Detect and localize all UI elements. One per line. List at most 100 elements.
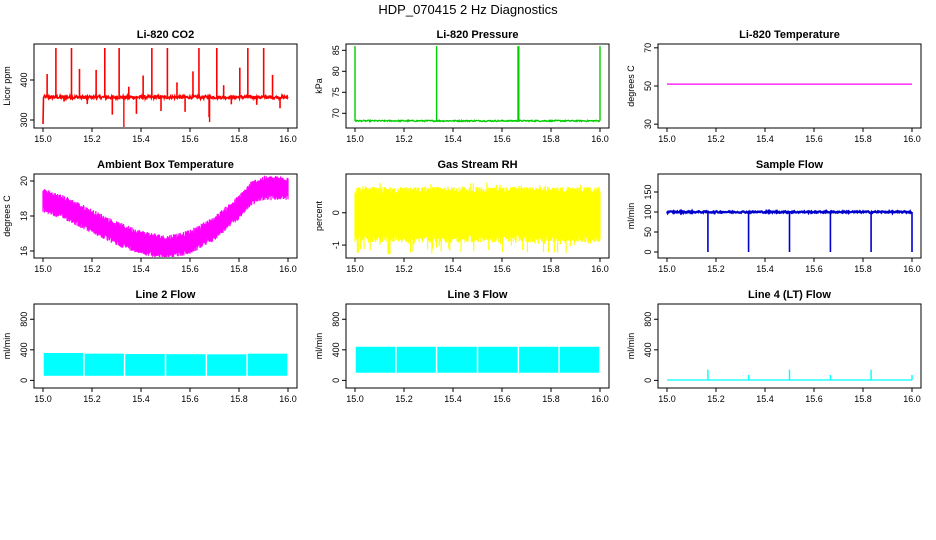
x-tick-label: 15.8 <box>542 264 560 274</box>
line-3-flow-title: Line 3 Flow <box>448 289 508 301</box>
line2-flow-block <box>125 354 165 376</box>
x-tick-label: 15.0 <box>346 134 364 144</box>
y-tick-label: 50 <box>643 227 653 237</box>
x-tick-label: 15.4 <box>756 264 774 274</box>
y-tick-label: 75 <box>331 87 341 97</box>
x-tick-label: 15.4 <box>444 394 462 404</box>
x-tick-label: 15.8 <box>542 394 560 404</box>
x-tick-label: 15.0 <box>34 134 52 144</box>
x-tick-label: 16.0 <box>903 264 921 274</box>
line-4-lt-flow-series <box>667 369 913 381</box>
line3-flow-block <box>559 346 600 373</box>
x-tick-label: 15.4 <box>756 134 774 144</box>
line3-flow-block <box>355 346 396 373</box>
li-820-co2-series <box>42 48 289 127</box>
li-820-pressure-title: Li-820 Pressure <box>437 29 519 41</box>
figure-title: HDP_070415 2 Hz Diagnostics <box>378 2 558 17</box>
line-2-flow-title: Line 2 Flow <box>136 289 196 301</box>
pressure-line <box>354 118 601 124</box>
line-2-flow-frame <box>33 303 298 389</box>
x-tick-label: 15.6 <box>805 394 823 404</box>
ambient-box-temperature-series <box>42 175 289 257</box>
li-820-co2-title: Li-820 CO2 <box>137 29 194 41</box>
line-3-flow-series <box>355 346 600 373</box>
x-tick-label: 16.0 <box>591 264 609 274</box>
li-820-pressure-series <box>354 46 601 124</box>
x-tick-label: 15.0 <box>658 134 676 144</box>
ambient-box-temperature-ylabel: degrees C <box>2 195 12 237</box>
line2-flow-block <box>166 354 206 376</box>
y-tick-label: 150 <box>643 184 653 199</box>
panel-5: Gas Stream RH percent 15.0 15.2 15.4 15.6 15.8… <box>314 159 610 274</box>
line-4-lt-flow-frame <box>657 303 922 389</box>
y-tick-label: 20 <box>19 176 29 186</box>
x-tick-label: 15.2 <box>707 134 725 144</box>
sample-flow-ylabel: ml/min <box>626 203 636 230</box>
x-tick-label: 15.0 <box>658 394 676 404</box>
x-tick-label: 15.4 <box>132 264 150 274</box>
x-tick-label: 16.0 <box>279 264 297 274</box>
x-tick-label: 15.2 <box>83 264 101 274</box>
line-2-flow-series <box>43 352 288 376</box>
line-2-flow-ylabel: ml/min <box>2 333 12 360</box>
li-820-temperature-frame <box>657 43 922 129</box>
x-tick-label: 15.8 <box>230 264 248 274</box>
li-820-pressure-ylabel: kPa <box>314 78 324 94</box>
gas-stream-rh-frame <box>345 173 610 259</box>
x-tick-label: 15.6 <box>493 134 511 144</box>
x-tick-label: 15.2 <box>395 264 413 274</box>
panel-3: Li-820 Temperature degrees C 15.0 15.2 15.4 1… <box>626 29 922 144</box>
line2-flow-block <box>247 353 288 376</box>
x-tick-label: 15.8 <box>854 394 872 404</box>
line2-flow-block <box>207 354 247 376</box>
x-tick-label: 16.0 <box>279 394 297 404</box>
li-820-pressure-frame <box>345 43 610 129</box>
x-tick-label: 15.0 <box>658 264 676 274</box>
x-tick-label: 15.8 <box>230 134 248 144</box>
line-4-lt-flow-ylabel: ml/min <box>626 333 636 360</box>
x-tick-label: 16.0 <box>279 134 297 144</box>
x-tick-label: 15.6 <box>493 264 511 274</box>
x-tick-label: 15.6 <box>181 394 199 404</box>
rh-band <box>354 182 601 255</box>
line3-flow-block <box>396 346 436 373</box>
panel-7: Line 2 Flow ml/min 15.0 15.2 15.4 15.6 15.8 16.… <box>2 289 298 404</box>
line-3-flow-ylabel: ml/min <box>314 333 324 360</box>
y-tick-label: 18 <box>19 211 29 221</box>
line3-flow-block <box>519 346 559 373</box>
x-tick-label: 15.4 <box>132 394 150 404</box>
y-tick-label: 0 <box>331 378 341 383</box>
panel-2: Li-820 Pressure kPa 15.0 15.2 15.4 15.6 15.8 16… <box>314 29 610 144</box>
x-tick-label: 15.4 <box>756 394 774 404</box>
x-tick-label: 15.6 <box>493 394 511 404</box>
sample-flow-title: Sample Flow <box>756 159 824 171</box>
x-tick-label: 15.2 <box>707 264 725 274</box>
gas-stream-rh-series <box>354 182 601 255</box>
panel-6: Sample Flow ml/min 15.0 15.2 15.4 15.6 15.8 16.… <box>626 159 922 274</box>
li-820-co2-ylabel: Licor ppm <box>2 66 12 106</box>
li-820-co2-frame <box>33 43 298 129</box>
x-tick-label: 16.0 <box>591 394 609 404</box>
li-820-temperature-title: Li-820 Temperature <box>739 29 840 41</box>
panel-4: Ambient Box Temperature degrees C 15.0 15.2… <box>2 159 298 274</box>
gas-stream-rh-ylabel: percent <box>314 200 324 231</box>
x-tick-label: 15.6 <box>805 264 823 274</box>
y-tick-label: 100 <box>643 204 653 219</box>
x-tick-label: 15.6 <box>805 134 823 144</box>
x-tick-label: 15.4 <box>444 264 462 274</box>
x-tick-label: 16.0 <box>903 394 921 404</box>
x-tick-label: 15.6 <box>181 134 199 144</box>
ambient-box-temperature-title: Ambient Box Temperature <box>97 159 234 171</box>
y-tick-label: 800 <box>643 312 653 327</box>
x-tick-label: 16.0 <box>591 134 609 144</box>
panel-1: Li-820 CO2 Licor ppm 15.0 15.2 15.4 15.6 15.8 1… <box>2 29 298 144</box>
y-tick-label: -1 <box>331 241 341 249</box>
y-tick-label: 800 <box>331 312 341 327</box>
x-tick-label: 15.0 <box>346 394 364 404</box>
co2-line <box>42 92 289 125</box>
sample-flow-frame <box>657 173 922 259</box>
x-tick-label: 15.8 <box>230 394 248 404</box>
line3-flow-block <box>478 346 518 373</box>
x-tick-label: 15.2 <box>83 134 101 144</box>
